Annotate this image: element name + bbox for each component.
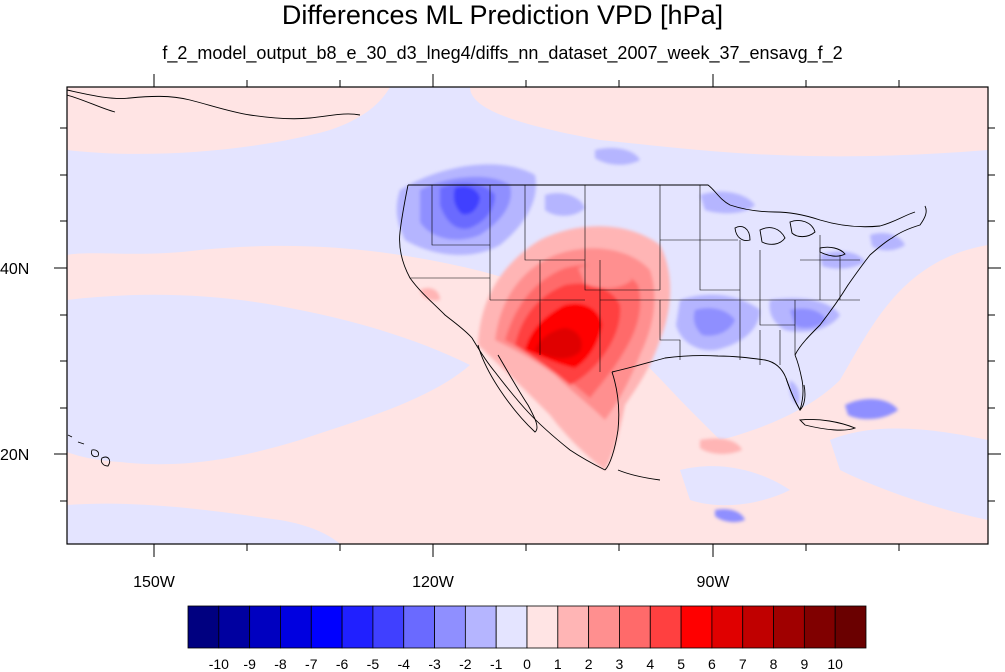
colorbar-tick-label: 5 <box>677 656 685 672</box>
colorbar-box <box>434 605 466 649</box>
colorbar-tick-label: -8 <box>274 656 287 672</box>
colorbar-box <box>403 605 435 649</box>
colorbar-box <box>187 605 220 649</box>
colorbar-labels: -10 -9 -8 -7 -6 -5 -4 -3 -2 -1 0 1 2 3 4 5 6 7 8 9 10 <box>209 656 843 672</box>
colorbar-tick-label: 4 <box>646 656 654 672</box>
colorbar-tick-label: -1 <box>490 656 503 672</box>
colorbar-tick-label: -10 <box>209 656 229 672</box>
colorbar-tick-label: 10 <box>827 656 843 672</box>
colorbar-box <box>218 605 251 649</box>
colorbar-tick-label: 2 <box>585 656 593 672</box>
northwest-negative-anomaly <box>396 148 640 255</box>
colorbar-tick-label: 8 <box>770 656 778 672</box>
colorbar-tick-label: 1 <box>554 656 562 672</box>
lon-label-120w: 120W <box>412 574 455 591</box>
colorbar-box <box>280 605 312 649</box>
colorbar-tick-label: -3 <box>428 656 441 672</box>
colorbar-tick-label: -9 <box>243 656 256 672</box>
colorbar-box <box>464 605 497 649</box>
colorbar-box <box>834 605 867 649</box>
colorbar-box <box>680 605 713 649</box>
coastlines-and-borders <box>67 89 927 481</box>
colorbar-box <box>249 605 281 649</box>
state-borders <box>410 185 860 372</box>
colorbar-box <box>341 605 374 649</box>
colorbar-box <box>526 605 559 649</box>
colorbar-tick-label: 9 <box>800 656 808 672</box>
x-minor-ticks <box>246 80 900 551</box>
x-major-ticks <box>153 74 714 557</box>
lat-label-40n: 40N <box>0 261 29 278</box>
colorbar-box <box>310 605 343 649</box>
chart-title: Differences ML Prediction VPD [hPa] <box>281 0 724 30</box>
map-field <box>67 87 988 544</box>
colorbar-box <box>742 605 774 649</box>
colorbar-box <box>803 605 836 649</box>
chart-subtitle: f_2_model_output_b8_e_30_d3_lneg4/diffs_… <box>162 43 843 63</box>
colorbar-box <box>557 605 590 649</box>
lon-label-150w: 150W <box>133 574 176 591</box>
colorbar-tick-label: -2 <box>459 656 472 672</box>
y-major-ticks <box>54 267 1001 455</box>
lon-label-90w: 90W <box>697 574 731 591</box>
colorbar-box <box>773 605 805 649</box>
colorbar-tick-label: -6 <box>336 656 349 672</box>
colorbar-box <box>649 605 682 649</box>
colorbar-tick-label: 7 <box>739 656 747 672</box>
southwest-positive-anomaly <box>420 226 742 470</box>
colorbar-tick-label: -7 <box>305 656 318 672</box>
colorbar-tick-label: 0 <box>523 656 531 672</box>
colorbar-tick-label: 6 <box>708 656 716 672</box>
colorbar-box <box>372 605 405 649</box>
colorbar-box <box>588 605 620 649</box>
colorbar-tick-label: -5 <box>367 656 380 672</box>
colorbar-box <box>495 605 528 649</box>
southeast-negative-anomaly <box>676 191 905 523</box>
y-minor-ticks <box>60 127 995 502</box>
colorbar-tick-label: -4 <box>398 656 411 672</box>
colorbar-box <box>711 605 744 649</box>
colorbar-box <box>619 605 651 649</box>
colorbar-tick-label: 3 <box>616 656 624 672</box>
colorbar <box>187 605 867 649</box>
lat-label-20n: 20N <box>0 447 29 464</box>
